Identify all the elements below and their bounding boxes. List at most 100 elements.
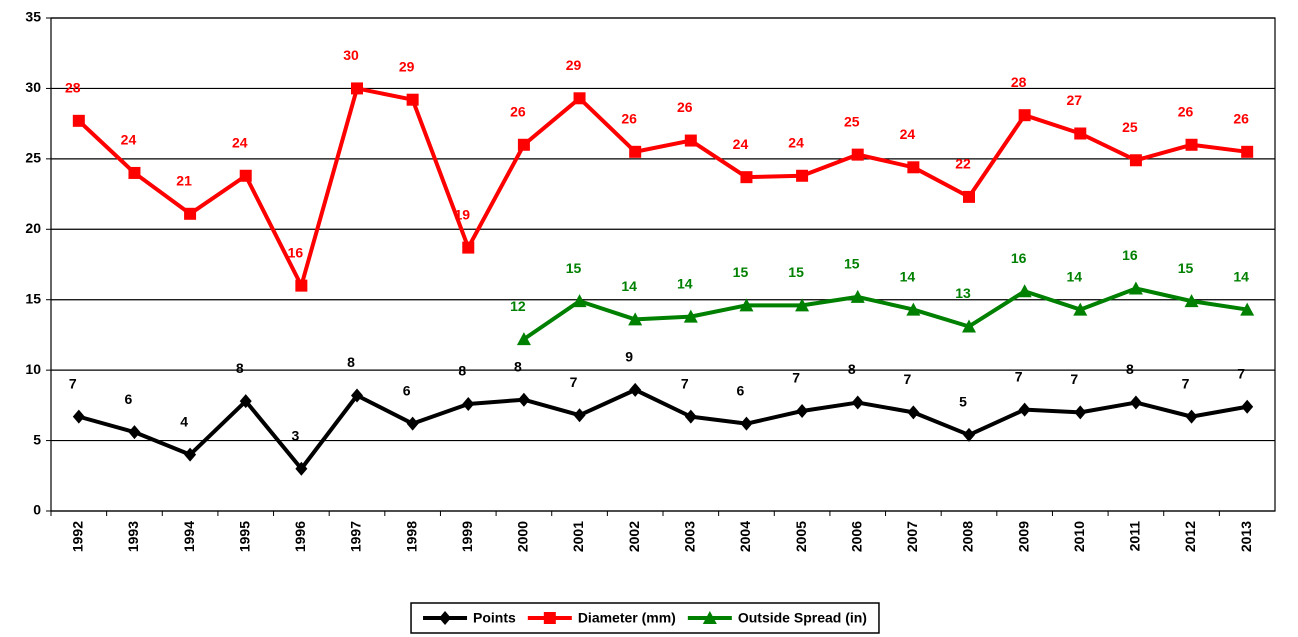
data-point <box>295 279 308 292</box>
x-tick-label: 2009 <box>1015 521 1031 552</box>
data-point <box>907 161 920 174</box>
x-tick-label: 1999 <box>459 521 475 552</box>
data-point <box>72 114 85 127</box>
data-point <box>1073 302 1088 316</box>
data-label: 27 <box>1066 92 1082 108</box>
data-point <box>573 92 586 105</box>
data-label: 5 <box>959 394 967 410</box>
y-tick-label: 30 <box>25 79 41 95</box>
data-point <box>739 298 754 312</box>
data-point <box>573 408 586 423</box>
data-label: 7 <box>903 371 911 387</box>
data-point <box>963 190 975 203</box>
data-point <box>1185 138 1198 151</box>
x-tick-label: 1998 <box>403 521 419 552</box>
data-label: 8 <box>458 363 466 379</box>
data-label: 9 <box>625 349 633 365</box>
data-label: 8 <box>514 358 522 374</box>
data-label: 7 <box>1182 375 1190 391</box>
legend-marker <box>543 612 556 624</box>
data-point <box>184 447 197 462</box>
y-tick-label: 15 <box>25 290 41 306</box>
data-point <box>517 138 530 151</box>
data-point <box>740 416 753 431</box>
y-tick-label: 20 <box>25 220 41 236</box>
data-label: 6 <box>125 391 133 407</box>
data-point <box>572 294 587 308</box>
data-label: 22 <box>955 156 971 172</box>
legend-marker <box>702 611 717 624</box>
data-label: 3 <box>291 427 299 443</box>
data-point <box>516 332 531 346</box>
legend-label: Points <box>473 610 516 626</box>
series-line <box>522 286 1248 341</box>
data-point <box>128 166 141 179</box>
x-tick-label: 2011 <box>1127 521 1143 552</box>
legend-box <box>410 602 880 634</box>
data-point <box>462 241 475 254</box>
data-point <box>128 425 141 440</box>
data-label: 14 <box>677 275 693 291</box>
x-tick-label: 2004 <box>737 521 753 552</box>
data-point <box>684 134 697 147</box>
x-tick-label: 2007 <box>904 521 920 552</box>
data-point <box>684 409 697 424</box>
data-point <box>72 409 85 424</box>
y-tick-label: 5 <box>33 431 41 447</box>
data-label: 26 <box>1233 111 1249 127</box>
x-tick-label: 2012 <box>1182 521 1198 552</box>
data-point <box>295 461 308 476</box>
data-label: 24 <box>121 132 137 148</box>
x-tick-label: 1992 <box>70 521 86 552</box>
y-tick-label: 10 <box>25 361 41 377</box>
data-label: 13 <box>955 285 971 301</box>
data-label: 29 <box>566 57 582 73</box>
data-label: 15 <box>1178 260 1194 276</box>
data-label: 29 <box>399 58 415 74</box>
x-tick-label: 1997 <box>348 521 364 552</box>
data-point <box>962 319 976 333</box>
data-point <box>517 392 530 407</box>
data-label: 15 <box>566 260 582 276</box>
data-point <box>406 93 419 106</box>
x-tick-label: 2010 <box>1071 521 1087 552</box>
data-label: 7 <box>1015 368 1023 384</box>
legend: Points Diameter (mm) Outside Spread (in) <box>410 602 880 634</box>
legend-marker <box>439 611 452 625</box>
data-point <box>406 416 419 431</box>
y-tick-label: 0 <box>33 502 41 518</box>
x-tick-label: 1993 <box>125 521 141 552</box>
x-tick-label: 1996 <box>292 521 308 552</box>
data-label: 28 <box>1011 74 1027 90</box>
data-label: 26 <box>677 99 693 115</box>
data-label: 16 <box>288 244 304 260</box>
data-label: 14 <box>1233 268 1249 284</box>
data-label: 21 <box>176 172 192 188</box>
x-tick-label: 2002 <box>626 521 642 552</box>
data-label: 4 <box>180 413 188 429</box>
data-label: 16 <box>1122 247 1138 263</box>
data-point <box>1184 294 1199 308</box>
data-label: 6 <box>403 382 411 398</box>
data-label: 14 <box>621 278 637 294</box>
data-point <box>1017 284 1032 298</box>
data-label: 25 <box>844 113 860 129</box>
data-point <box>1074 405 1087 420</box>
data-point <box>795 298 810 312</box>
data-point <box>1018 109 1031 122</box>
plot-border <box>50 17 1276 512</box>
data-label: 8 <box>848 361 856 377</box>
data-label: 7 <box>792 370 800 386</box>
data-point <box>628 312 643 326</box>
data-label: 16 <box>1011 250 1027 266</box>
data-label: 14 <box>1066 268 1082 284</box>
data-point <box>629 382 642 397</box>
data-label: 24 <box>788 134 804 150</box>
data-label: 6 <box>737 382 745 398</box>
data-point <box>740 171 753 184</box>
data-point <box>1241 145 1254 158</box>
x-tick-label: 2005 <box>793 521 809 552</box>
data-label: 28 <box>65 80 81 96</box>
data-label: 19 <box>454 206 470 222</box>
